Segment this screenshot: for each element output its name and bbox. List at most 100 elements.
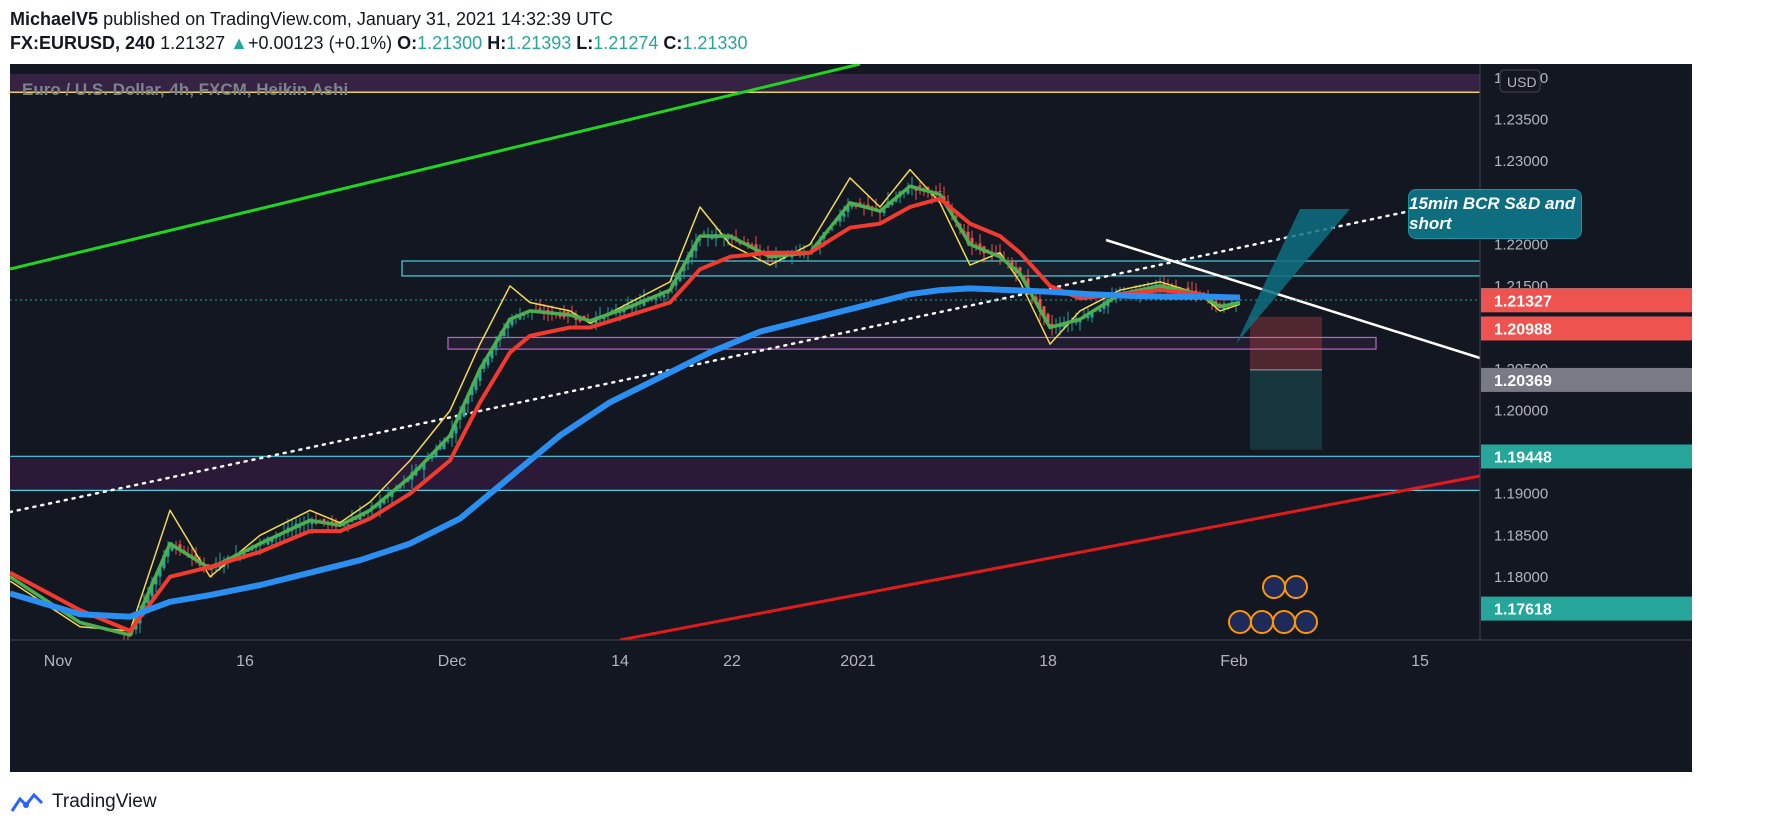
candle-body	[978, 243, 982, 250]
candle-body	[870, 206, 874, 208]
candle-body	[610, 310, 614, 312]
open-label: O:	[397, 33, 418, 53]
candle-body	[918, 185, 922, 187]
candle-body	[178, 544, 182, 551]
economic-event-icon	[1294, 610, 1318, 634]
candle-body	[298, 527, 302, 529]
candle-body	[518, 315, 522, 320]
candle-body	[446, 440, 450, 442]
price-tag	[1481, 367, 1692, 392]
candle-body	[270, 539, 274, 542]
change-up-icon: ▲	[230, 33, 248, 53]
price-tick-label: 1.18000	[1494, 569, 1548, 586]
candle-body	[538, 308, 542, 310]
candle-body	[750, 244, 754, 246]
candle-body	[674, 281, 678, 286]
candle-body	[194, 554, 198, 558]
price-tag-label: 1.20988	[1494, 321, 1552, 338]
candle-body	[522, 314, 526, 316]
time-tick-label: 15	[1411, 653, 1429, 670]
candle-body	[618, 311, 622, 313]
chart-canvas[interactable]: 1.240001.235001.230001.225001.220001.215…	[10, 64, 1692, 772]
price-tag	[1481, 596, 1692, 621]
candle-body	[486, 358, 490, 366]
price-tick-label: 1.19000	[1494, 486, 1548, 503]
time-tick-label: 22	[723, 653, 741, 670]
low-label: L:	[576, 33, 594, 53]
candle-body	[938, 191, 942, 193]
price-tag-label: 1.17618	[1494, 602, 1552, 619]
candle-body	[170, 546, 174, 551]
price-tick-label: 1.20000	[1494, 403, 1548, 420]
time-tick-label: 18	[1039, 653, 1057, 670]
candle-body	[1194, 290, 1198, 293]
candle-body	[678, 272, 682, 281]
support-zone	[447, 336, 1377, 350]
supply-zone-top	[10, 73, 1480, 93]
candle-body	[434, 449, 438, 456]
time-tick-label: Nov	[44, 653, 72, 670]
publish-info: MichaelV5 published on TradingView.com, …	[10, 8, 1780, 30]
candle-body	[818, 240, 822, 246]
price-tag-label: 1.21327	[1494, 293, 1552, 310]
price-tag	[1481, 288, 1692, 313]
currency-label: USD	[1507, 74, 1537, 90]
green-ma-line	[10, 184, 1241, 637]
candle-body	[382, 499, 386, 504]
candle-body	[1038, 299, 1042, 313]
candle-body	[346, 524, 350, 526]
callout-annotation[interactable]: 15min BCR S&D and short	[1408, 189, 1582, 239]
candle-body	[882, 208, 886, 213]
candle-body	[626, 304, 630, 307]
last-price: 1.21327	[160, 33, 226, 53]
price-tag-label: 1.19448	[1494, 449, 1552, 466]
low-value: 1.21274	[593, 33, 659, 53]
candle-body	[1046, 313, 1050, 323]
time-tick-label: 16	[236, 653, 254, 670]
candle-body	[310, 521, 314, 525]
candle-body	[574, 318, 578, 320]
candle-body	[362, 514, 366, 516]
candle-body	[658, 296, 662, 298]
brand-name[interactable]: TradingView	[52, 791, 157, 812]
high-value: 1.21393	[506, 33, 572, 53]
red-ma-line	[10, 196, 1240, 633]
candle-body	[466, 396, 470, 404]
candle-body	[454, 425, 458, 434]
price-tick-label: 1.18500	[1494, 527, 1548, 544]
candle-body	[1090, 312, 1094, 318]
candle-body	[1018, 267, 1022, 272]
symbol: FX:EURUSD, 240	[10, 33, 156, 53]
candle-body	[242, 552, 246, 557]
stop-loss-box	[1250, 316, 1322, 370]
candle-body	[698, 239, 702, 241]
candle-body	[354, 519, 358, 521]
candle-body	[654, 298, 658, 300]
blue-ma-line	[10, 285, 1241, 620]
price-chart[interactable]: 1.240001.235001.230001.225001.220001.215…	[10, 64, 1692, 772]
candle-body	[846, 205, 850, 213]
economic-event-icon	[1250, 610, 1274, 634]
candle-body	[442, 441, 446, 450]
candle-body	[1098, 308, 1102, 312]
author-name[interactable]: MichaelV5	[10, 9, 99, 29]
footer: TradingView	[10, 788, 157, 816]
candle-body	[422, 463, 426, 470]
candle-body	[710, 237, 714, 239]
yellow-ma-line	[10, 168, 1241, 632]
candle-body	[970, 237, 974, 247]
economic-event-icon	[1284, 575, 1308, 599]
candle-body	[1010, 260, 1014, 268]
candle-body	[510, 318, 514, 326]
tradingview-logo-icon[interactable]	[10, 791, 44, 813]
candle-body	[322, 518, 326, 523]
green-trendline	[10, 64, 861, 271]
time-axis: Nov 16 Dec 14 22 2021 18 Feb 15	[10, 639, 1692, 772]
chart-header: MichaelV5 published on TradingView.com, …	[10, 8, 1780, 54]
candle-body	[470, 389, 474, 396]
published-text: published on TradingView.com, January 31…	[103, 9, 614, 29]
candle-body	[430, 456, 434, 459]
callout-pointer	[1236, 209, 1350, 344]
white-trendline	[1105, 238, 1481, 360]
time-tick-label: Feb	[1220, 653, 1248, 670]
